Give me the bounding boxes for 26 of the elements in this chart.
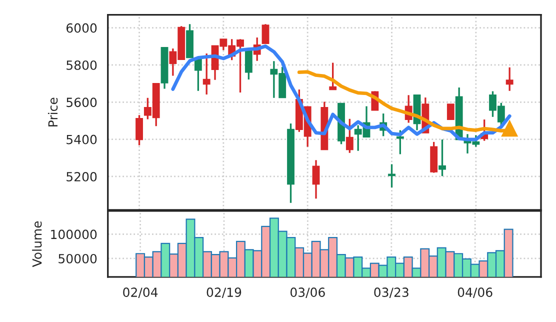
- y-axis-title: Volume: [32, 221, 42, 268]
- x-tick-label: 02/04: [123, 288, 158, 298]
- candlestick: [396, 129, 404, 156]
- candlestick: [446, 104, 454, 120]
- y-tick-label: 5600: [66, 98, 97, 108]
- candlestick: [346, 118, 354, 154]
- candlestick: [329, 62, 337, 90]
- y-tick-label: 5800: [66, 60, 97, 70]
- candlestick: [244, 49, 252, 80]
- candlestick: [388, 163, 396, 188]
- y-tick-label: 100000: [51, 230, 97, 240]
- x-tick-label: 03/23: [374, 288, 408, 298]
- x-tick-label: 03/06: [290, 288, 325, 298]
- candlestick: [136, 114, 143, 146]
- x-tick-label: 04/06: [458, 288, 492, 298]
- y-tick-label: 50000: [58, 254, 97, 264]
- y-tick-label: 6000: [66, 23, 97, 33]
- candlestick: [312, 159, 320, 200]
- x-tick-label: 02/19: [206, 288, 242, 298]
- candlestick: [438, 138, 446, 177]
- candlestick: [262, 23, 270, 44]
- y-axis-title: Price: [48, 98, 58, 126]
- candlestick: [202, 52, 210, 96]
- y-tick-label: 5400: [66, 134, 97, 144]
- y-tick-label: 5200: [66, 172, 97, 182]
- candlestick: [506, 66, 514, 92]
